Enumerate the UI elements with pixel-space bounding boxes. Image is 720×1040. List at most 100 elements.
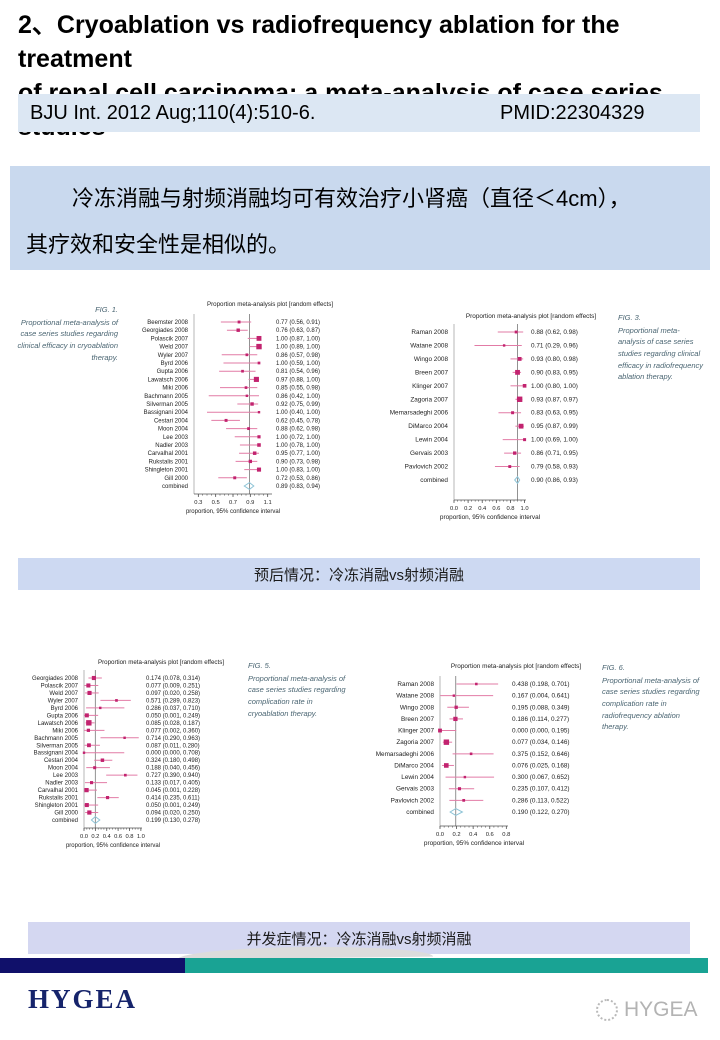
svg-text:0.286 (0.037, 0.710): 0.286 (0.037, 0.710) [146,706,200,712]
svg-text:0.85 (0.55, 0.98): 0.85 (0.55, 0.98) [276,386,320,392]
summary-line-2: 其疗效和安全性是相似的。 [26,232,291,257]
svg-text:Carvalhal 2001: Carvalhal 2001 [148,451,189,457]
svg-text:Cestari 2004: Cestari 2004 [44,758,79,764]
svg-text:Gervais 2003: Gervais 2003 [410,450,448,457]
svg-text:1.00 (0.40, 1.00): 1.00 (0.40, 1.00) [276,410,320,416]
svg-text:Raman 2008: Raman 2008 [397,681,434,688]
svg-text:Klinger 2007: Klinger 2007 [398,728,434,735]
figure-caption-text-fig5: Proportional meta-analysis of case serie… [248,673,346,718]
citation-bar: BJU Int. 2012 Aug;110(4):510-6. PMID:223… [18,94,700,132]
svg-text:0.88 (0.62, 0.98): 0.88 (0.62, 0.98) [531,329,578,336]
svg-text:Memarsadeghi 2006: Memarsadeghi 2006 [390,410,449,417]
svg-text:Rukstalis 2001: Rukstalis 2001 [39,796,79,802]
svg-text:0.094 (0.020, 0.250): 0.094 (0.020, 0.250) [146,811,200,817]
figure-label-fig3: FIG. 3. [618,313,641,322]
svg-text:Gupta 2006: Gupta 2006 [47,713,79,719]
figure-caption-text-fig6: Proportional meta-analysis of case serie… [602,675,700,732]
svg-text:Bassignani 2004: Bassignani 2004 [144,410,189,416]
svg-text:0.6: 0.6 [114,834,122,840]
svg-text:0.5: 0.5 [212,500,220,506]
svg-text:Zagoria 2007: Zagoria 2007 [396,739,434,746]
svg-text:Silverman 2005: Silverman 2005 [146,402,188,408]
svg-text:Miki 2006: Miki 2006 [162,386,188,392]
svg-text:Lee 2003: Lee 2003 [53,773,79,779]
svg-text:0.89 (0.83, 0.94): 0.89 (0.83, 0.94) [276,484,320,490]
svg-text:0.3: 0.3 [194,500,202,506]
svg-text:0.97 (0.88, 1.00): 0.97 (0.88, 1.00) [276,377,320,383]
svg-text:1.00 (0.69, 1.00): 1.00 (0.69, 1.00) [531,437,578,444]
svg-text:Beemster 2008: Beemster 2008 [147,320,188,326]
svg-text:Klinger 2007: Klinger 2007 [412,383,448,390]
hygea-watermark: HYGEA [596,998,698,1022]
svg-text:combined: combined [420,477,448,484]
svg-text:Lewin 2004: Lewin 2004 [401,774,434,781]
svg-text:Moon 2004: Moon 2004 [158,427,189,433]
svg-text:1.1: 1.1 [264,500,272,506]
svg-text:Pavlovich 2002: Pavlovich 2002 [391,797,435,804]
forest-panel-fig5: Proportion meta-analysis plot [random ef… [16,650,348,865]
svg-text:Breen 2007: Breen 2007 [415,369,448,376]
svg-text:0.72 (0.53, 0.86): 0.72 (0.53, 0.86) [276,476,320,482]
svg-text:Bachmann 2005: Bachmann 2005 [34,736,78,742]
svg-text:0.097 (0.020, 0.258): 0.097 (0.020, 0.258) [146,691,200,697]
svg-text:combined: combined [406,809,434,816]
footer-teal-bar [185,958,708,973]
svg-text:Proportion meta-analysis plot: Proportion meta-analysis plot [random ef… [466,313,596,320]
journal-reference: BJU Int. 2012 Aug;110(4):510-6. [30,101,316,124]
figure-caption-fig1: FIG. 1. Proportional meta-analysis of ca… [14,290,118,545]
svg-text:Wingo 2008: Wingo 2008 [400,704,435,711]
svg-text:Gupta 2006: Gupta 2006 [157,369,189,375]
pmid-label: PMID:22304329 [500,101,645,124]
svg-text:Lawatsch 2006: Lawatsch 2006 [38,721,79,727]
svg-text:0.727 (0.390, 0.940): 0.727 (0.390, 0.940) [146,773,200,779]
svg-text:0.86 (0.71, 0.95): 0.86 (0.71, 0.95) [531,450,578,457]
svg-text:proportion, 95% confidence int: proportion, 95% confidence interval [440,514,540,521]
svg-text:0.324 (0.180, 0.498): 0.324 (0.180, 0.498) [146,758,200,764]
summary-line-1: 冷冻消融与射频消融均可有效治疗小肾癌（直径＜4cm）， [72,186,631,211]
svg-text:0.076 (0.025, 0.168): 0.076 (0.025, 0.168) [512,762,570,769]
svg-text:Georgiades 2008: Georgiades 2008 [32,676,79,682]
svg-text:0.087 (0.011, 0.280): 0.087 (0.011, 0.280) [146,743,200,749]
svg-text:0.414 (0.235, 0.611): 0.414 (0.235, 0.611) [146,796,200,802]
svg-text:0.0: 0.0 [436,832,444,838]
svg-text:0.95 (0.77, 1.00): 0.95 (0.77, 1.00) [276,451,320,457]
svg-text:1.00 (0.59, 1.00): 1.00 (0.59, 1.00) [276,361,320,367]
svg-text:0.188 (0.040, 0.456): 0.188 (0.040, 0.456) [146,766,200,772]
svg-text:0.86 (0.57, 0.98): 0.86 (0.57, 0.98) [276,353,320,359]
svg-text:Bassignani 2004: Bassignani 2004 [34,751,79,757]
svg-text:Polascik 2007: Polascik 2007 [41,683,79,689]
forest-chart-fig6: Proportion meta-analysis plot [random ef… [356,650,598,865]
svg-text:0.6: 0.6 [492,506,500,512]
forest-chart-fig1: Proportion meta-analysis plot [random ef… [122,290,352,545]
svg-text:Gervais 2003: Gervais 2003 [396,786,434,793]
svg-text:0.8: 0.8 [506,506,514,512]
forest-svg-1: Proportion meta-analysis plot [random ef… [142,301,333,515]
svg-text:combined: combined [162,484,188,490]
svg-text:proportion, 95% confidence int: proportion, 95% confidence interval [66,843,160,849]
svg-text:Moon 2004: Moon 2004 [48,766,79,772]
svg-text:1.00 (0.89, 1.00): 1.00 (0.89, 1.00) [276,345,320,351]
svg-text:0.90 (0.83, 0.95): 0.90 (0.83, 0.95) [531,369,578,376]
svg-text:Cestari 2004: Cestari 2004 [154,418,189,424]
svg-text:Lee 2003: Lee 2003 [163,435,189,441]
figure-caption-fig3: FIG. 3. Proportional meta-analysis of ca… [618,290,706,545]
svg-text:0.186 (0.114, 0.277): 0.186 (0.114, 0.277) [512,716,569,723]
svg-text:0.077 (0.009, 0.251): 0.077 (0.009, 0.251) [146,683,200,689]
svg-text:Miki 2006: Miki 2006 [52,728,78,734]
svg-text:combined: combined [52,818,78,824]
svg-text:Silverman 2005: Silverman 2005 [36,743,78,749]
svg-text:Nadler 2003: Nadler 2003 [45,781,78,787]
svg-text:0.077 (0.002, 0.360): 0.077 (0.002, 0.360) [146,728,200,734]
svg-text:0.050 (0.001, 0.249): 0.050 (0.001, 0.249) [146,713,200,719]
svg-text:0.90 (0.86, 0.93): 0.90 (0.86, 0.93) [531,477,578,484]
svg-text:0.4: 0.4 [103,834,112,840]
forest-panel-fig3: Proportion meta-analysis plot [random ef… [368,290,706,545]
svg-text:0.045 (0.001, 0.228): 0.045 (0.001, 0.228) [146,788,200,794]
svg-text:0.085 (0.028, 0.187): 0.085 (0.028, 0.187) [146,721,200,727]
svg-text:0.050 (0.001, 0.249): 0.050 (0.001, 0.249) [146,803,200,809]
svg-text:0.86 (0.42, 1.00): 0.86 (0.42, 1.00) [276,394,320,400]
svg-text:Gill 2000: Gill 2000 [164,476,188,482]
svg-text:0.2: 0.2 [91,834,99,840]
svg-text:DiMarco 2004: DiMarco 2004 [394,762,434,769]
